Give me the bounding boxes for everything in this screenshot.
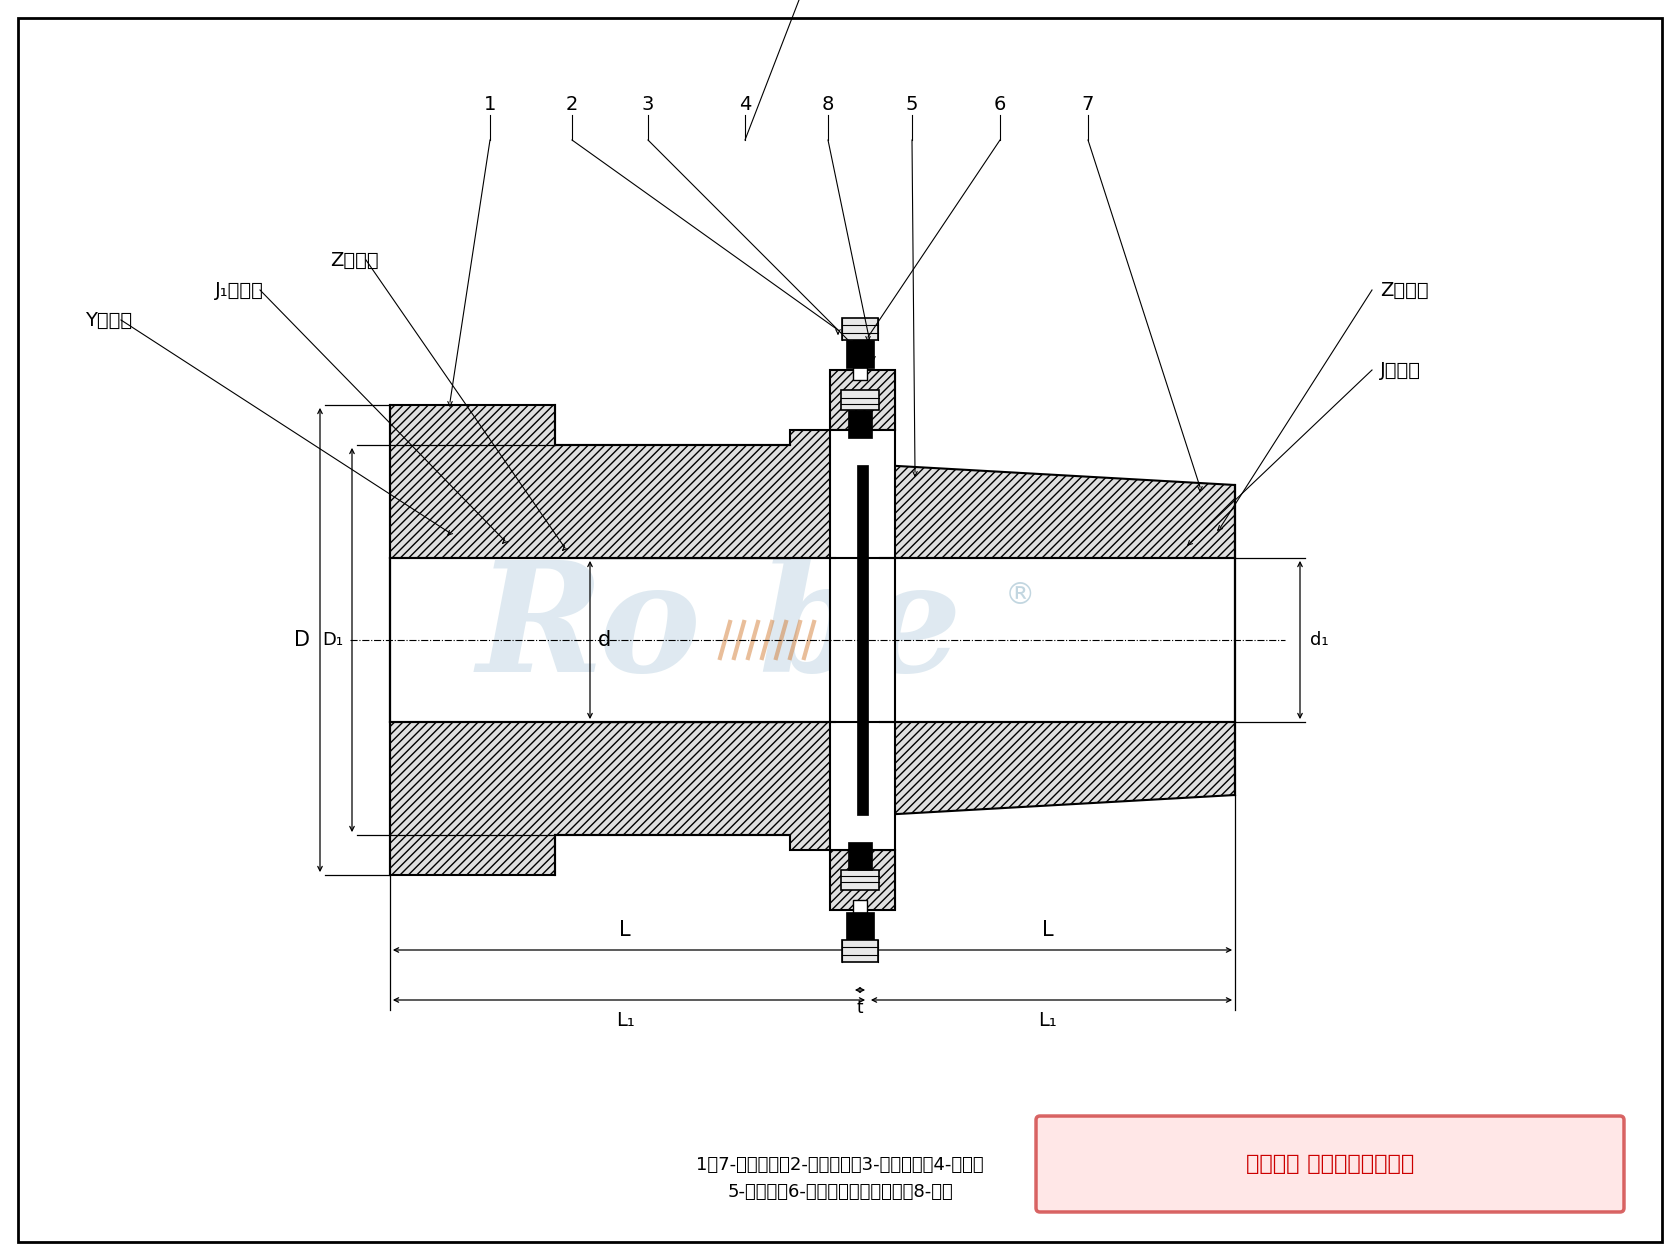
Text: L: L	[1042, 920, 1053, 940]
Polygon shape	[842, 869, 879, 890]
Polygon shape	[847, 912, 874, 940]
Polygon shape	[842, 318, 879, 340]
Text: D: D	[294, 630, 311, 650]
Polygon shape	[830, 430, 895, 850]
Polygon shape	[842, 391, 879, 410]
Text: 8: 8	[822, 96, 835, 115]
Text: o: o	[600, 556, 701, 704]
Text: 5: 5	[906, 96, 919, 115]
Polygon shape	[848, 410, 872, 438]
Text: 1、7-半联轴器；2-扣紧螺母；3-六角螺母；4-隔圈；: 1、7-半联轴器；2-扣紧螺母；3-六角螺母；4-隔圈；	[696, 1155, 984, 1174]
Polygon shape	[848, 842, 872, 869]
Polygon shape	[830, 370, 895, 430]
Text: J型轴孔: J型轴孔	[1379, 360, 1421, 379]
Text: J₁型轴孔: J₁型轴孔	[215, 281, 264, 300]
Text: 5-支撑座；6-六角头铸制孔用螺栓；8-膜片: 5-支撑座；6-六角头铸制孔用螺栓；8-膜片	[727, 1183, 953, 1201]
Polygon shape	[830, 850, 895, 910]
Text: 1: 1	[484, 96, 496, 115]
Text: 4: 4	[739, 96, 751, 115]
Text: L: L	[620, 920, 630, 940]
Text: Z型轴孔: Z型轴孔	[329, 251, 378, 270]
Polygon shape	[847, 340, 874, 368]
Text: Z型轴孔: Z型轴孔	[1379, 281, 1428, 300]
Text: 3: 3	[642, 96, 654, 115]
Text: L₁: L₁	[615, 1011, 635, 1029]
Text: 7: 7	[1082, 96, 1094, 115]
Text: L₁: L₁	[1038, 1011, 1057, 1029]
Text: 6: 6	[995, 96, 1006, 115]
Text: d: d	[598, 630, 612, 650]
Text: be: be	[758, 556, 963, 704]
FancyBboxPatch shape	[1037, 1116, 1625, 1212]
Polygon shape	[830, 850, 895, 910]
Polygon shape	[853, 900, 867, 940]
Text: d₁: d₁	[1310, 631, 1329, 649]
Polygon shape	[390, 404, 835, 558]
Polygon shape	[830, 370, 895, 430]
Polygon shape	[390, 722, 835, 874]
Text: 版权所有 侵权必被严厉追究: 版权所有 侵权必被严厉追究	[1247, 1154, 1415, 1174]
Text: 2: 2	[566, 96, 578, 115]
Text: t: t	[857, 999, 864, 1017]
Polygon shape	[880, 465, 1235, 558]
Text: Y型轴孔: Y型轴孔	[86, 310, 133, 330]
Polygon shape	[842, 940, 879, 961]
Polygon shape	[880, 722, 1235, 815]
Polygon shape	[853, 340, 867, 381]
Polygon shape	[857, 465, 869, 815]
Text: D₁: D₁	[323, 631, 343, 649]
Text: R: R	[477, 556, 603, 704]
Text: ®: ®	[1005, 581, 1035, 610]
